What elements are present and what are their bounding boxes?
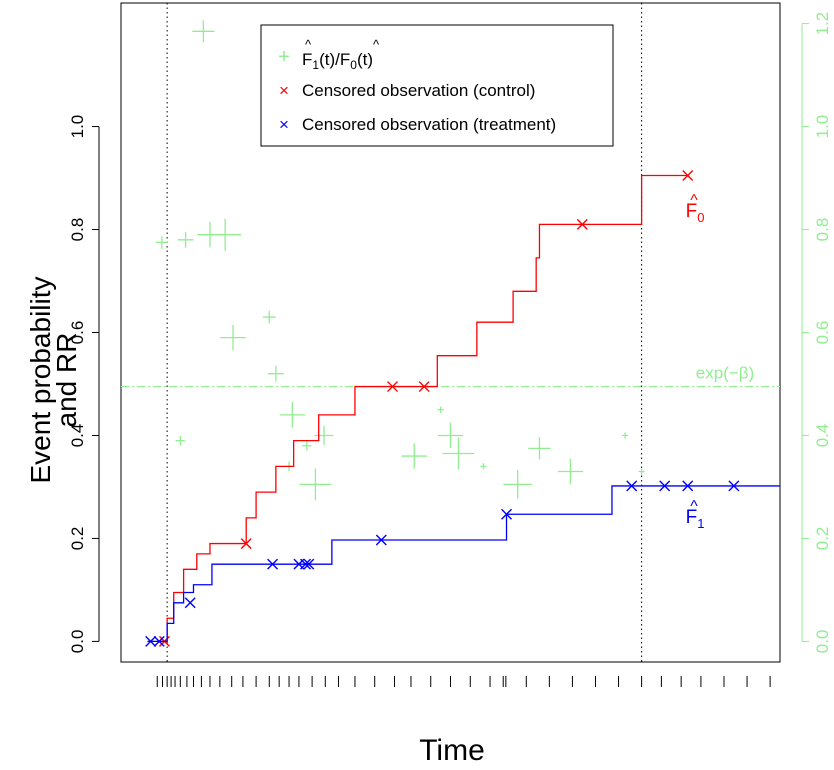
y2-tick-label-3: 0.6	[813, 321, 832, 345]
legend-label-1: Censored observation (control)	[302, 81, 535, 100]
series-F0-censored-1	[240, 538, 252, 550]
series-F1-label: F1	[686, 507, 705, 531]
ratio-point-19	[503, 470, 533, 499]
ratio-point-15	[437, 406, 444, 413]
ratio-point-0	[155, 236, 169, 249]
ratio-point-10	[279, 402, 306, 428]
y2-tick-label-2: 0.4	[813, 424, 832, 448]
ratio-point-20	[528, 437, 551, 460]
ratio-point-7	[262, 310, 276, 324]
legend-label-0: F1(t)/F0(t)	[302, 50, 373, 72]
y2-tick-label-6: 1.2	[813, 12, 832, 36]
series-F0-censored-2	[387, 381, 399, 393]
series-F0-line	[157, 174, 688, 643]
y-axis-left: 0.0 0.2 0.4 0.6 0.8 1.0	[68, 115, 100, 654]
legend-label-hat-a: ^	[305, 37, 312, 52]
y2-tick-label-0: 0.0	[813, 630, 832, 654]
legend-symbol-1: ×	[279, 81, 289, 100]
y2-tick-label-4: 0.8	[813, 218, 832, 242]
ratio-point-8	[267, 365, 284, 382]
series-F1-censored-7	[375, 534, 387, 546]
series-layer: ^F0^F1	[145, 20, 780, 647]
legend-label-hat-b: ^	[373, 37, 380, 52]
x-axis-label: Time	[419, 734, 485, 767]
series-F0-label: F0	[686, 201, 705, 225]
ratio-point-21	[557, 458, 584, 485]
legend-label-2: Censored observation (treatment)	[302, 115, 556, 134]
y-axis-label-line2: and RR	[51, 333, 82, 428]
y-tick-label-0: 0.0	[68, 630, 87, 654]
ratio-point-13	[314, 425, 334, 445]
series-F1-censored-12	[728, 480, 740, 492]
series-F1-censored-8	[501, 508, 513, 520]
ratio-point-12	[299, 468, 332, 501]
y2-tick-label-1: 0.2	[813, 527, 832, 551]
ratio-point-23	[638, 468, 645, 475]
series-F0-label-hat: ^	[690, 192, 698, 209]
series-F1-censored-11	[682, 480, 694, 492]
legend-symbol-2: ×	[279, 115, 289, 134]
series-F1-label-hat: ^	[690, 498, 698, 515]
series-F1-censored-3	[267, 558, 279, 570]
ratio-point-6	[220, 324, 246, 351]
plot-frame	[120, 2, 781, 663]
series-F1-censored-2	[184, 597, 196, 609]
series-F1-censored-9	[626, 480, 638, 492]
series-F1-censored-10	[659, 480, 671, 492]
legend-box	[260, 24, 614, 147]
ratio-point-16	[437, 422, 464, 449]
ratio-point-5	[209, 218, 242, 251]
ratio-point-2	[177, 231, 194, 248]
x-axis-rug	[156, 676, 771, 687]
series-F1-censored-1	[153, 635, 165, 647]
series-F0-censored-5	[682, 169, 694, 181]
plot-area: exp(−β)	[120, 2, 781, 663]
series-F1-censored-6	[303, 558, 315, 570]
y-tick-label-5: 1.0	[68, 115, 87, 139]
y-tick-label-1: 0.2	[68, 527, 87, 551]
y-tick-label-4: 0.8	[68, 218, 87, 242]
y-tick-label-2: 0.4	[68, 424, 87, 448]
exp-beta-label: exp(−β)	[696, 364, 754, 383]
ratio-point-22	[622, 432, 629, 439]
series-F1-censored-5	[300, 558, 312, 570]
ratio-point-14	[401, 443, 427, 469]
ratio-point-11	[302, 441, 312, 451]
ratio-point-3	[192, 20, 215, 43]
y-axis-label-line1: Event probability	[25, 276, 56, 483]
series-F1-censored-0	[145, 635, 157, 647]
legend: + ^ ^F1(t)/F0(t) × Censored observation (con…	[260, 24, 614, 147]
series-F0-censored-4	[576, 218, 588, 230]
y2-tick-label-5: 1.0	[813, 115, 832, 139]
legend-symbol-0: +	[278, 46, 290, 68]
y-axis-right: 0.0 0.2 0.4 0.6 0.8 1.0 1.2	[801, 12, 832, 654]
y-tick-label-3: 0.6	[68, 321, 87, 345]
ratio-point-18	[480, 463, 487, 470]
ratio-point-1	[175, 435, 186, 446]
series-F0-censored-3	[418, 381, 430, 393]
ratio-point-17	[442, 437, 475, 470]
